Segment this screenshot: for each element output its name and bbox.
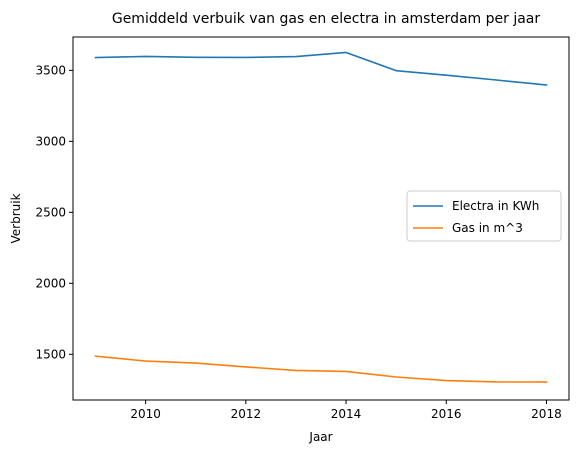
y-tick-label-2500: 2500 (35, 205, 66, 219)
y-tick-label-3000: 3000 (35, 134, 66, 148)
x-axis-ticks: 2010 2012 2014 2016 2018 (130, 400, 562, 421)
plot-frame (72, 36, 570, 401)
y-axis-label: Verbruik (9, 193, 23, 243)
y-axis-ticks: 1500 2000 2500 3000 3500 (35, 63, 73, 361)
plot-area (72, 36, 570, 401)
y-tick-label-1500: 1500 (35, 347, 66, 361)
series-layer (94, 51, 548, 383)
series-line-0 (94, 51, 548, 86)
legend: Electra in KWh Gas in m^3 (406, 190, 562, 242)
x-tick-label-2014: 2014 (331, 407, 362, 421)
legend-label-gas: Gas in m^3 (452, 221, 523, 235)
y-tick-label-3500: 3500 (35, 63, 66, 77)
x-axis-label: Jaar (308, 430, 332, 444)
x-tick-label-2010: 2010 (130, 407, 161, 421)
x-tick-label-2012: 2012 (231, 407, 262, 421)
legend-box (406, 190, 562, 242)
chart-title: Gemiddeld verbuik van gas en electra in … (112, 11, 541, 27)
x-tick-label-2018: 2018 (531, 407, 562, 421)
legend-label-electra: Electra in KWh (452, 199, 539, 213)
x-tick-label-2016: 2016 (431, 407, 462, 421)
series-line-1 (94, 355, 548, 383)
y-tick-label-2000: 2000 (35, 276, 66, 290)
